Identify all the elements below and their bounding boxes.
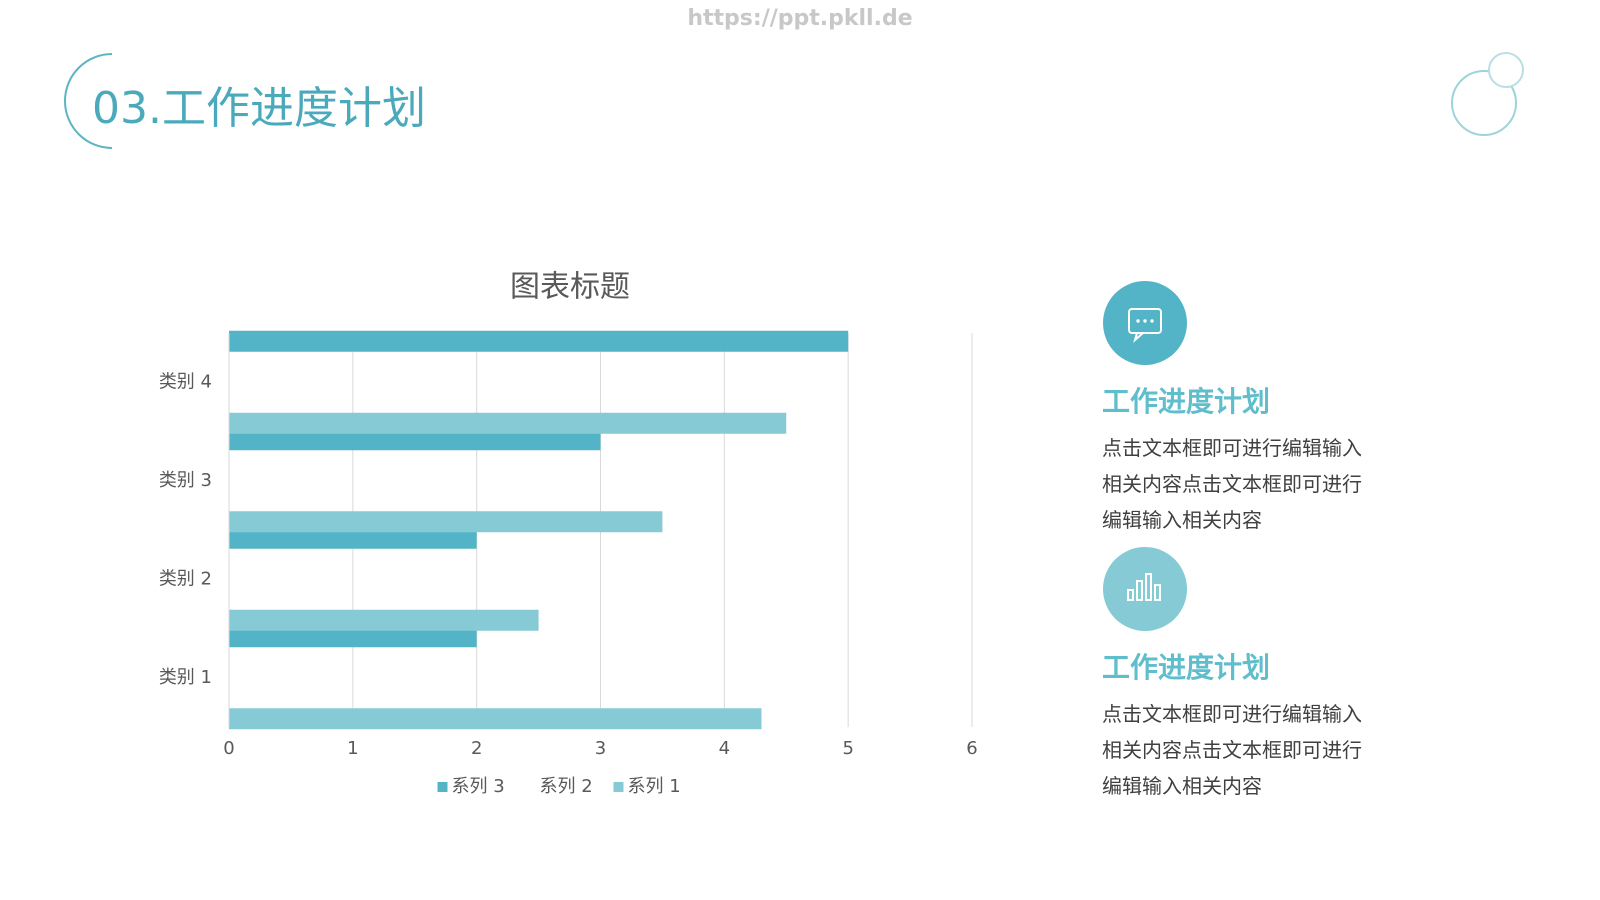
side-body: 点击文本框即可进行编辑输入相关内容点击文本框即可进行编辑输入相关内容	[1102, 702, 1362, 798]
legend-label: 系列 2	[540, 776, 593, 797]
side-item: 工作进度计划 点击文本框即可进行编辑输入相关内容点击文本框即可进行编辑输入相关内…	[1102, 380, 1392, 538]
bar	[229, 708, 762, 730]
chart-title: 图表标题	[510, 270, 630, 305]
side-heading: 工作进度计划	[1102, 651, 1271, 684]
bar	[229, 412, 787, 434]
side-body: 点击文本框即可进行编辑输入相关内容点击文本框即可进行编辑输入相关内容	[1102, 436, 1362, 532]
x-tick-label: 3	[595, 738, 606, 759]
bar	[229, 330, 849, 352]
legend-swatch	[437, 782, 448, 792]
bar	[229, 511, 663, 533]
legend-swatch	[613, 782, 624, 792]
y-tick-label: 类别 4	[159, 371, 212, 392]
x-tick-label: 4	[719, 738, 730, 759]
legend-label: 系列 3	[452, 776, 505, 797]
bar	[229, 626, 477, 648]
x-tick-label: 1	[347, 738, 358, 759]
side-heading: 工作进度计划	[1102, 385, 1271, 418]
side-item: 工作进度计划 点击文本框即可进行编辑输入相关内容点击文本框即可进行编辑输入相关内…	[1102, 646, 1392, 804]
legend-swatch	[525, 782, 536, 792]
bar	[229, 527, 477, 549]
y-tick-label: 类别 3	[159, 470, 212, 491]
bar	[229, 429, 601, 451]
bar	[229, 609, 539, 631]
watermark: https://ppt.pkll.de	[687, 6, 913, 31]
x-tick-label: 5	[842, 738, 853, 759]
y-tick-label: 类别 1	[159, 667, 212, 688]
x-tick-label: 6	[966, 738, 977, 759]
legend-label: 系列 1	[628, 776, 681, 797]
y-tick-label: 类别 2	[159, 568, 212, 589]
x-tick-label: 2	[471, 738, 482, 759]
x-tick-label: 0	[223, 738, 234, 759]
page-title: 03.工作进度计划	[92, 83, 426, 134]
